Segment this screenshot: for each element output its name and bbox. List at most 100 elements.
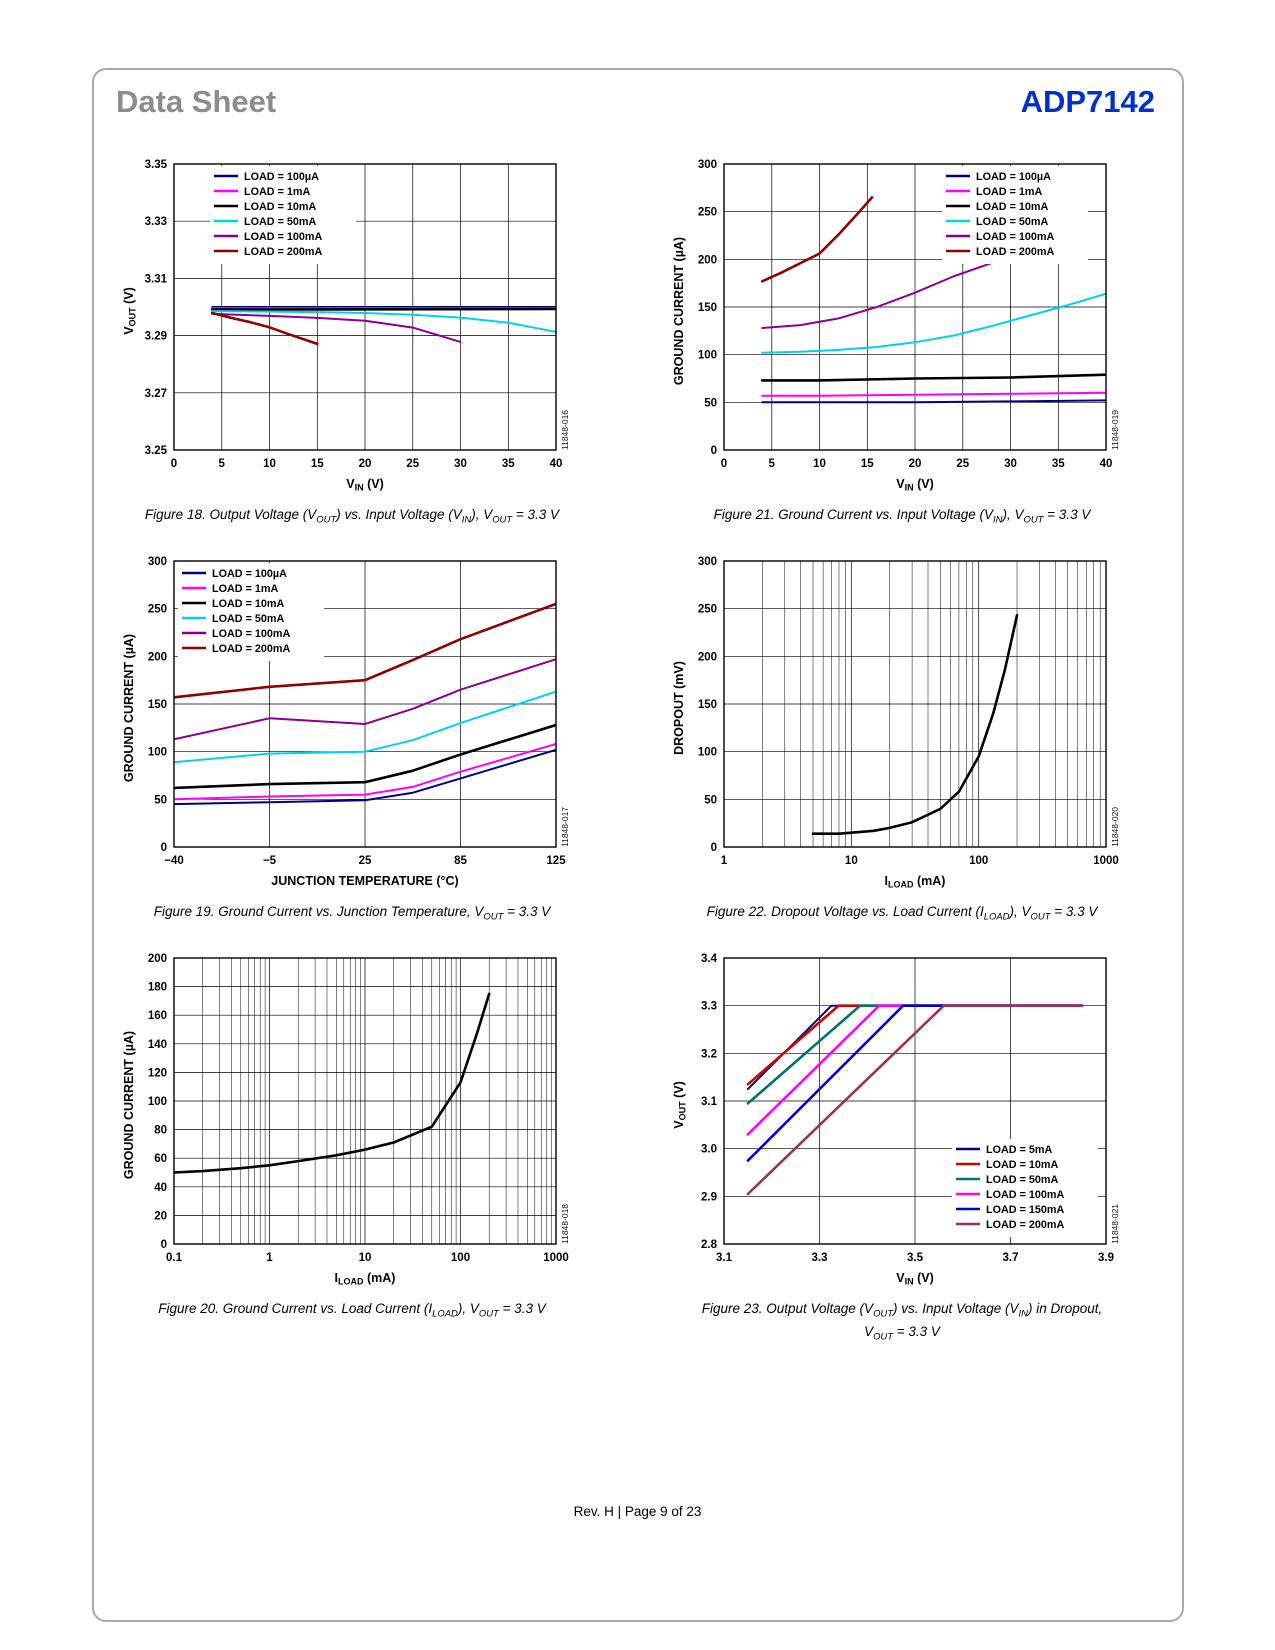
part-number-label: ADP7142 — [1020, 84, 1155, 119]
svg-text:LOAD = 10mA: LOAD = 10mA — [212, 598, 285, 610]
svg-text:3.27: 3.27 — [145, 388, 167, 400]
figure-19-chart: −40 −5 25 85 125 0 50 100 150 200 250 300 JUNCTION T… — [122, 556, 570, 888]
figure-19-plot-border — [173, 560, 557, 848]
svg-text:3.4: 3.4 — [701, 953, 718, 965]
figure-23-series-group — [746, 1004, 1084, 1196]
svg-text:3.1: 3.1 — [701, 1096, 718, 1108]
svg-text:3.25: 3.25 — [145, 445, 168, 457]
svg-text:60: 60 — [154, 1153, 167, 1165]
figure-19-series-line — [174, 602, 556, 699]
svg-text:3.2: 3.2 — [701, 1048, 717, 1060]
svg-text:100: 100 — [451, 1252, 470, 1264]
svg-text:−40: −40 — [164, 855, 184, 867]
svg-text:5: 5 — [219, 458, 226, 470]
svg-text:LOAD = 100mA: LOAD = 100mA — [976, 231, 1055, 243]
svg-text:VOUT (V): VOUT (V) — [122, 287, 138, 334]
figure-18-series-line — [210, 307, 556, 311]
svg-text:3.3: 3.3 — [812, 1252, 828, 1264]
svg-text:25: 25 — [359, 855, 372, 867]
svg-text:LOAD = 1mA: LOAD = 1mA — [212, 583, 278, 595]
svg-text:200: 200 — [698, 254, 717, 266]
svg-text:GROUND CURRENT (µA): GROUND CURRENT (µA) — [122, 634, 136, 782]
svg-text:10: 10 — [263, 458, 276, 470]
svg-text:100: 100 — [969, 855, 988, 867]
svg-text:35: 35 — [1052, 458, 1065, 470]
figure-19-caption: Figure 19. Ground Current vs. Junction T… — [153, 904, 551, 923]
svg-text:200: 200 — [148, 953, 167, 965]
figure-19-watermark-code: 11848-017 — [560, 807, 570, 847]
svg-text:40: 40 — [154, 1182, 167, 1194]
figure-20-grid — [174, 958, 556, 1244]
svg-text:100: 100 — [698, 350, 717, 362]
figure-18-block: 0 5 10 15 20 25 30 35 40 3.25 3.27 3.29 3.31 3.33 3.35… — [112, 150, 592, 529]
svg-text:140: 140 — [148, 1039, 167, 1051]
figure-19-series-line — [174, 658, 556, 741]
svg-text:50: 50 — [154, 794, 167, 806]
svg-text:1000: 1000 — [543, 1252, 569, 1264]
svg-text:3.33: 3.33 — [145, 216, 167, 228]
figure-20-plot-border — [173, 957, 557, 1245]
figure-20-caption: Figure 20. Ground Current vs. Load Curre… — [158, 1301, 546, 1320]
figure-23-plot-border — [723, 957, 1107, 1245]
svg-text:150: 150 — [698, 302, 717, 314]
svg-text:80: 80 — [154, 1125, 167, 1137]
svg-text:100: 100 — [148, 1096, 167, 1108]
figure-22-plot-border — [723, 560, 1107, 848]
svg-text:3.5: 3.5 — [907, 1252, 924, 1264]
svg-text:15: 15 — [311, 458, 324, 470]
figure-18-series-line — [210, 311, 319, 346]
figure-18-series-group — [210, 306, 556, 346]
figure-23-series-line — [746, 1004, 1084, 1196]
svg-text:3.1: 3.1 — [716, 1252, 733, 1264]
svg-text:30: 30 — [454, 458, 467, 470]
figure-18-series-line — [211, 312, 462, 343]
figure-20-block: 0.1 1 10 100 1000 0 20 40 60 80 100 120 140 160 180 200… — [112, 944, 592, 1323]
svg-text:LOAD = 10mA: LOAD = 10mA — [244, 201, 317, 213]
svg-text:LOAD = 10mA: LOAD = 10mA — [986, 1159, 1059, 1171]
svg-text:VIN (V): VIN (V) — [896, 477, 933, 493]
svg-text:LOAD = 200mA: LOAD = 200mA — [986, 1219, 1065, 1231]
svg-text:10: 10 — [845, 855, 858, 867]
svg-text:LOAD = 200mA: LOAD = 200mA — [244, 246, 323, 258]
svg-text:10: 10 — [359, 1252, 372, 1264]
svg-text:3.9: 3.9 — [1098, 1252, 1114, 1264]
figure-18-chart: 0 5 10 15 20 25 30 35 40 3.25 3.27 3.29 3.31 3.33 3.35… — [122, 159, 570, 493]
svg-text:LOAD = 100mA: LOAD = 100mA — [212, 628, 291, 640]
svg-text:160: 160 — [148, 1010, 167, 1022]
svg-text:0: 0 — [161, 842, 167, 854]
figure-19-series-line — [174, 723, 556, 790]
svg-text:LOAD = 200mA: LOAD = 200mA — [976, 246, 1055, 258]
svg-text:LOAD = 150mA: LOAD = 150mA — [986, 1204, 1065, 1216]
svg-text:3.31: 3.31 — [145, 273, 168, 285]
figure-19-series-line — [174, 690, 556, 764]
figure-19-block: −40 −5 25 85 125 0 50 100 150 200 250 300 JUNCTION T… — [112, 547, 592, 926]
svg-text:20: 20 — [359, 458, 372, 470]
svg-text:LOAD = 50mA: LOAD = 50mA — [986, 1174, 1059, 1186]
svg-text:100: 100 — [148, 747, 167, 759]
svg-text:LOAD = 200mA: LOAD = 200mA — [212, 643, 291, 655]
svg-text:GROUND CURRENT (µA): GROUND CURRENT (µA) — [672, 237, 686, 385]
svg-text:LOAD = 100µA: LOAD = 100µA — [212, 568, 287, 580]
figure-21-watermark-code: 11848-019 — [1110, 410, 1120, 450]
svg-text:3.35: 3.35 — [145, 159, 168, 171]
figure-19-legend-bg — [178, 563, 324, 661]
figure-23-chart: 3.1 3.3 3.5 3.7 3.9 2.8 2.9 3.0 3.1 3.2 3.3 3.4 VIN … — [672, 953, 1120, 1287]
figure-18-watermark-code: 11848-016 — [560, 410, 570, 450]
figure-22-watermark-code: 11848-020 — [1110, 807, 1120, 847]
figure-22-grid — [724, 561, 1106, 847]
svg-text:3.3: 3.3 — [701, 1001, 717, 1013]
svg-text:LOAD = 1mA: LOAD = 1mA — [976, 186, 1042, 198]
svg-text:200: 200 — [698, 651, 717, 663]
svg-text:85: 85 — [454, 855, 467, 867]
figure-23-legend-bg — [952, 1139, 1098, 1237]
svg-text:0: 0 — [711, 445, 717, 457]
svg-text:LOAD = 10mA: LOAD = 10mA — [976, 201, 1049, 213]
svg-text:15: 15 — [861, 458, 874, 470]
svg-text:2.9: 2.9 — [701, 1191, 717, 1203]
figure-21-series-group — [760, 196, 1106, 404]
svg-text:30: 30 — [1004, 458, 1017, 470]
svg-text:1: 1 — [266, 1252, 273, 1264]
figure-19-series-line — [174, 743, 556, 801]
svg-text:180: 180 — [148, 982, 167, 994]
figure-21-chart: 0 5 10 15 20 25 30 35 40 0 50 100 150 200 250 300 VIN (V… — [672, 159, 1120, 493]
